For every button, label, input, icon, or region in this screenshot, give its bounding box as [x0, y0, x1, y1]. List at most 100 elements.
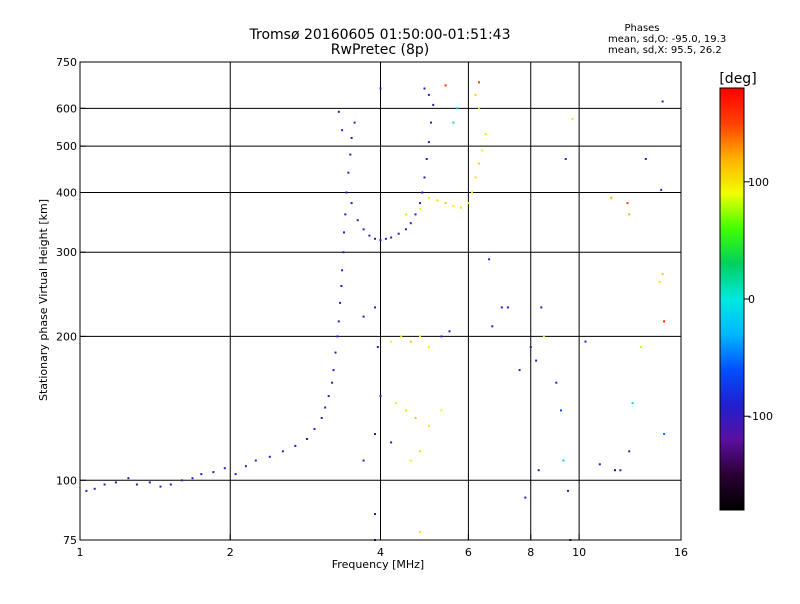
- data-point: [535, 359, 538, 362]
- data-point: [281, 450, 284, 453]
- data-point: [379, 87, 382, 90]
- data-point: [374, 433, 376, 435]
- data-point: [478, 107, 480, 110]
- data-point: [663, 433, 666, 435]
- data-point: [347, 171, 350, 174]
- data-point: [423, 87, 426, 90]
- data-point: [368, 234, 371, 237]
- data-point: [350, 202, 353, 205]
- data-point: [103, 483, 106, 486]
- data-point: [374, 513, 376, 515]
- data-point: [427, 93, 430, 96]
- data-point: [571, 118, 574, 120]
- data-point: [628, 450, 631, 453]
- data-point: [342, 251, 345, 254]
- data-point: [419, 207, 421, 210]
- data-point: [268, 455, 271, 458]
- data-point: [427, 346, 430, 348]
- data-point: [444, 202, 447, 205]
- data-point: [345, 191, 348, 194]
- data-point: [223, 467, 226, 470]
- x-tick-label: 1: [77, 546, 84, 559]
- data-point: [244, 465, 247, 468]
- data-point: [324, 406, 327, 409]
- colorbar-tick-label: -100: [748, 410, 773, 423]
- data-point: [425, 158, 428, 160]
- data-point: [427, 196, 430, 199]
- data-point: [584, 340, 587, 343]
- data-point: [337, 320, 340, 323]
- data-points: [85, 81, 666, 541]
- data-point: [598, 463, 601, 466]
- data-point: [430, 121, 432, 124]
- data-point: [405, 213, 407, 216]
- x-tick-label: 16: [674, 546, 688, 559]
- data-point: [506, 306, 509, 309]
- data-point: [452, 204, 455, 207]
- data-point: [397, 232, 400, 235]
- data-point: [414, 213, 417, 216]
- data-point: [200, 473, 203, 476]
- y-axis-label: Stationary phase Virtual Height [km]: [37, 199, 50, 401]
- colorbar-tick-label: 0: [748, 293, 755, 306]
- data-point: [474, 176, 477, 179]
- phases-o-stats: mean, sd,O: -95.0, 19.3: [608, 34, 726, 45]
- data-point: [661, 100, 664, 103]
- data-point: [448, 330, 451, 333]
- data-point: [444, 84, 447, 87]
- data-point: [356, 219, 359, 222]
- data-point: [631, 402, 634, 405]
- data-point: [419, 450, 421, 453]
- data-point: [610, 196, 613, 199]
- data-point: [474, 93, 477, 96]
- y-tick-label: 750: [56, 56, 77, 69]
- data-point: [349, 153, 352, 156]
- data-point: [409, 340, 412, 343]
- data-point: [135, 483, 138, 486]
- data-point: [344, 213, 347, 216]
- colorbar: [719, 87, 745, 511]
- data-point: [339, 301, 342, 304]
- data-point: [524, 496, 527, 499]
- data-point: [529, 346, 532, 348]
- data-point: [663, 320, 666, 323]
- data-point: [481, 149, 484, 152]
- data-point: [419, 335, 421, 338]
- x-tick-label: 10: [572, 546, 586, 559]
- data-point: [658, 280, 661, 283]
- data-point: [537, 469, 540, 472]
- data-point: [376, 346, 379, 348]
- data-point: [320, 417, 323, 419]
- data-point: [491, 325, 494, 328]
- y-tick-label: 200: [56, 330, 77, 343]
- data-point: [405, 409, 407, 412]
- data-point: [343, 231, 345, 234]
- data-point: [432, 103, 435, 106]
- y-axis-ticks: 75 100 200 300 400 500 600 750: [56, 56, 86, 547]
- y-tick-label: 600: [56, 102, 77, 115]
- y-tick-label: 75: [63, 534, 77, 547]
- data-point: [379, 239, 382, 242]
- y-tick-label: 500: [56, 140, 77, 153]
- data-point: [419, 530, 421, 533]
- x-tick-label: 4: [377, 546, 384, 559]
- data-point: [332, 369, 335, 372]
- data-point: [619, 469, 622, 472]
- data-point: [390, 340, 393, 343]
- data-point: [85, 489, 88, 492]
- data-point: [560, 409, 562, 412]
- data-point: [427, 141, 430, 144]
- data-point: [169, 483, 172, 486]
- data-point: [148, 481, 151, 484]
- x-tick-label: 8: [527, 546, 534, 559]
- data-point: [614, 469, 616, 472]
- data-point: [340, 285, 343, 287]
- data-point: [567, 489, 569, 492]
- y-tick-label: 400: [56, 186, 77, 199]
- data-point: [440, 409, 443, 412]
- x-tick-label: 2: [227, 546, 234, 559]
- data-point: [460, 206, 462, 209]
- data-point: [661, 273, 664, 276]
- data-point: [234, 473, 237, 476]
